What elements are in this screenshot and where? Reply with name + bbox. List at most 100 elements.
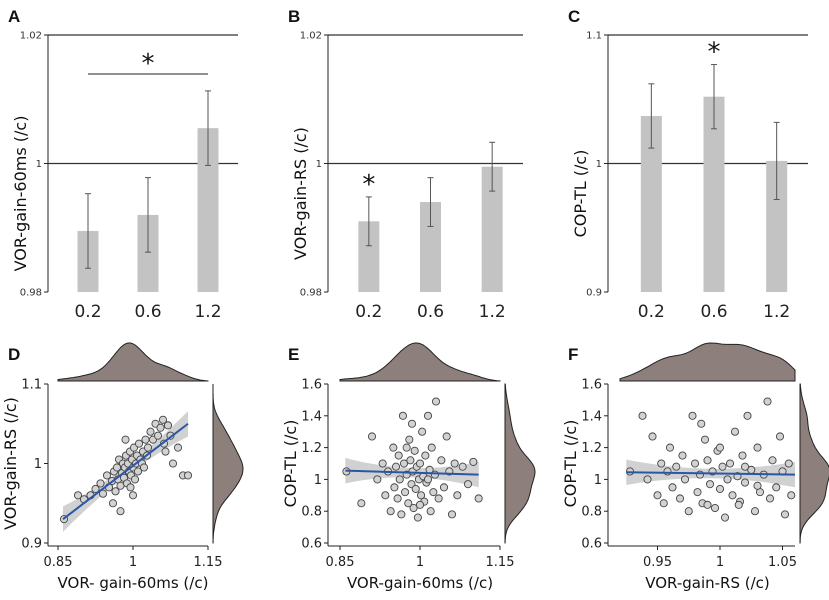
y-tick-label: 0.6 xyxy=(301,537,322,552)
data-point xyxy=(381,491,390,500)
bar xyxy=(420,202,441,292)
data-point xyxy=(772,483,781,492)
data-point xyxy=(442,432,451,441)
x-tick-label: 0.2 xyxy=(638,302,665,322)
data-point xyxy=(357,499,366,508)
regression-line xyxy=(345,469,479,476)
y-tick-label: 1.4 xyxy=(581,409,602,424)
data-point xyxy=(693,488,702,497)
data-point xyxy=(429,488,438,497)
x-axis-label: VOR-gain-RS (/c) xyxy=(645,574,770,592)
data-point xyxy=(367,432,377,441)
data-point xyxy=(112,463,122,472)
data-point xyxy=(96,479,105,488)
data-point xyxy=(653,491,662,500)
regression-line xyxy=(626,471,796,476)
data-point xyxy=(775,432,785,441)
x-tick-label: 0.6 xyxy=(417,302,444,322)
x-tick-label: 1 xyxy=(129,555,137,570)
y-tick-label: 1.1 xyxy=(586,31,602,42)
x-tick-label: 0.2 xyxy=(74,302,101,322)
data-point xyxy=(738,451,747,460)
y-tick-label: 0.9 xyxy=(21,537,42,552)
data-point xyxy=(401,488,410,497)
x-tick-label: 1 xyxy=(716,555,724,570)
data-point xyxy=(399,459,409,468)
data-point xyxy=(398,411,407,420)
data-point xyxy=(134,439,144,448)
significance-star: * xyxy=(142,49,155,79)
data-point xyxy=(394,451,403,460)
data-point xyxy=(710,503,720,513)
data-point xyxy=(753,481,762,490)
significance-star: * xyxy=(362,170,375,200)
y-axis-label: VOR-gain-60ms (/c) xyxy=(11,116,30,272)
x-tick-label: 0.6 xyxy=(700,302,727,322)
data-point xyxy=(411,484,420,493)
y-tick-label: 1.2 xyxy=(581,441,602,456)
marginal-density-y xyxy=(212,384,244,544)
data-point xyxy=(684,507,693,516)
data-point xyxy=(695,470,705,479)
data-point xyxy=(409,503,418,513)
y-tick-label: 1 xyxy=(314,473,322,488)
data-point xyxy=(453,491,462,500)
data-point xyxy=(406,456,415,465)
data-point xyxy=(705,480,715,489)
x-tick-label: 0.85 xyxy=(326,555,355,570)
data-point xyxy=(447,510,457,519)
x-tick-label: 1.05 xyxy=(768,555,797,570)
data-point xyxy=(730,427,740,436)
marginal-density-y xyxy=(799,383,829,544)
x-tick-label: 1.2 xyxy=(479,302,506,322)
data-point xyxy=(141,435,150,444)
data-point xyxy=(116,507,125,516)
data-point xyxy=(423,475,433,484)
data-point xyxy=(720,513,730,522)
bar xyxy=(703,96,725,293)
data-point xyxy=(126,483,135,492)
x-tick-label: 1.2 xyxy=(194,302,221,322)
y-tick-label: 1.6 xyxy=(301,378,322,393)
data-point xyxy=(168,459,178,468)
data-point xyxy=(156,423,165,432)
marginal-density-x xyxy=(339,342,501,382)
data-point xyxy=(678,451,687,460)
data-point xyxy=(690,459,700,468)
y-axis-label: COP-TL (/c) xyxy=(571,150,590,238)
data-point xyxy=(434,494,443,503)
data-point xyxy=(439,483,449,492)
x-tick-label: 1.15 xyxy=(194,555,223,570)
data-point xyxy=(697,419,706,428)
y-tick-label: 0.8 xyxy=(301,505,322,520)
data-point xyxy=(413,513,422,522)
data-point xyxy=(743,411,752,420)
y-tick-label: 1 xyxy=(34,457,42,472)
data-point xyxy=(734,500,743,509)
x-axis-label: VOR- gain-60ms (/c) xyxy=(58,574,209,592)
y-axis-label: COP-TL (/c) xyxy=(281,420,300,508)
data-point xyxy=(108,499,118,508)
data-point xyxy=(173,443,183,452)
data-point xyxy=(143,443,153,452)
x-tick-label: 1 xyxy=(416,555,424,570)
data-point xyxy=(740,462,750,471)
panel-label-a: A xyxy=(8,7,20,26)
data-point xyxy=(659,499,668,508)
y-tick-label: 1 xyxy=(594,473,602,488)
data-point xyxy=(768,456,777,465)
data-point xyxy=(423,411,433,420)
marginal-density-x xyxy=(57,342,209,382)
data-point xyxy=(474,494,483,503)
data-point xyxy=(426,507,435,516)
data-point xyxy=(688,411,697,420)
y-tick-label: 0.9 xyxy=(586,288,602,299)
data-point xyxy=(407,419,417,428)
data-point xyxy=(121,435,130,444)
data-point xyxy=(421,451,430,460)
bar xyxy=(640,115,662,292)
bar xyxy=(766,160,788,292)
data-point xyxy=(723,475,732,484)
data-point xyxy=(378,459,387,468)
data-point xyxy=(787,491,796,500)
